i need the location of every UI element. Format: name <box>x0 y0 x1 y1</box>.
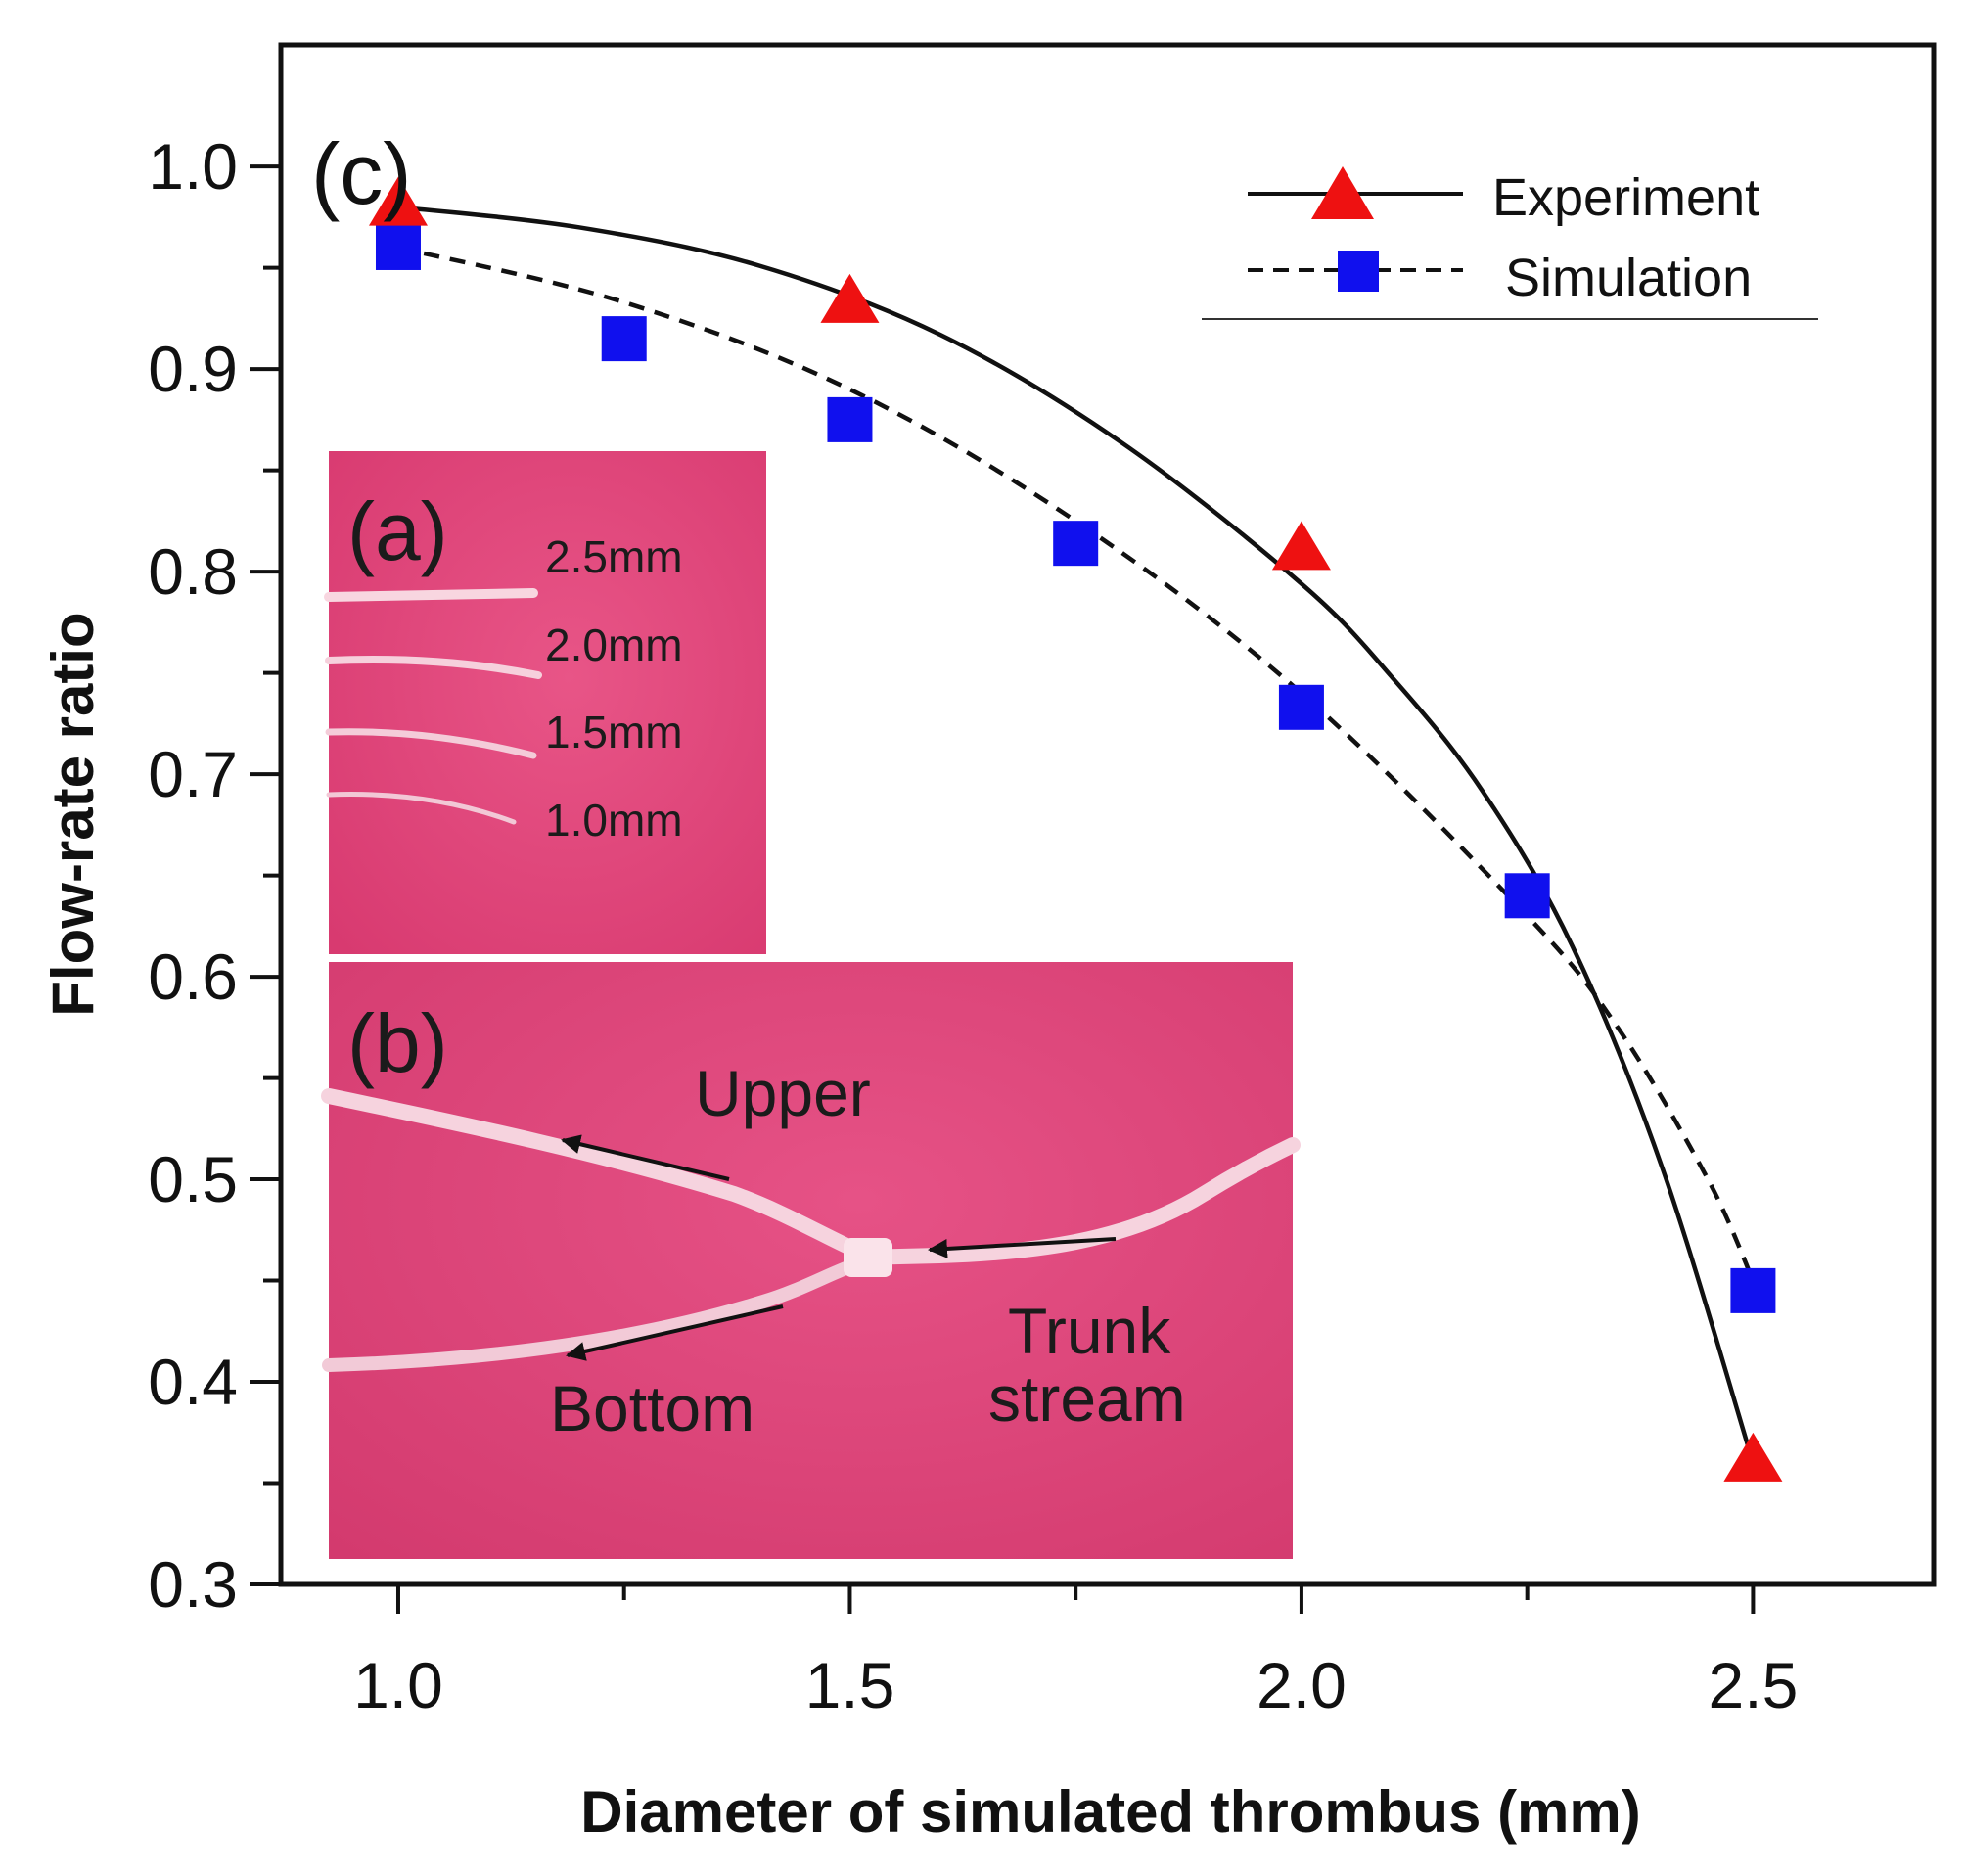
tube-2-5mm <box>324 588 538 602</box>
experiment-point <box>1271 521 1331 571</box>
legend-label-simulation: Simulation <box>1505 249 1752 307</box>
x-tick-label: 1.5 <box>805 1649 895 1721</box>
inset-b-photo: (b) Upper Bottom Trunk stream <box>321 962 1301 1559</box>
fit-curve-experiment <box>397 205 1756 1464</box>
simulation-point <box>1278 684 1324 730</box>
trunk-label-line1: Trunk <box>1008 1295 1171 1367</box>
upper-arrow <box>561 1134 730 1181</box>
axis-tick-labels: 0.3 0.4 0.5 0.6 0.7 0.8 0.9 1.0 1.0 1.5 2.0 2.5 <box>148 130 1798 1721</box>
x-tick-label: 2.5 <box>1709 1649 1799 1721</box>
bottom-arrow <box>566 1304 784 1361</box>
y-tick-label: 0.4 <box>148 1346 238 1418</box>
simulation-point <box>375 224 421 270</box>
upper-branch-tube <box>321 1088 869 1260</box>
inset-b-label: (b) <box>347 997 448 1089</box>
experiment-point <box>1723 1432 1783 1482</box>
legend-marker-simulation <box>1338 251 1379 292</box>
simulation-point <box>1053 521 1099 567</box>
y-tick-label: 0.3 <box>148 1548 238 1621</box>
simulation-point <box>827 396 873 442</box>
inset-a-photo: (a) 2.5mm 2.0mm 1.5mm 1.0mm <box>324 451 766 954</box>
tube-1-5mm <box>325 728 537 759</box>
y-tick-label: 1.0 <box>148 130 238 203</box>
trunk-label-line2: stream <box>988 1362 1186 1435</box>
tube-label-2-0mm: 2.0mm <box>545 619 683 670</box>
axis-ticks <box>250 164 1756 1614</box>
data-markers <box>368 176 1783 1482</box>
bottom-label: Bottom <box>550 1372 754 1444</box>
trunk-tube <box>853 1137 1301 1265</box>
y-tick-label: 0.9 <box>148 333 238 405</box>
tube-label-1-5mm: 1.5mm <box>545 707 683 757</box>
trunk-arrow <box>928 1237 1117 1258</box>
inset-a-background <box>329 451 766 954</box>
panel-label-c: (c) <box>311 125 412 222</box>
simulation-point <box>601 316 647 362</box>
plot-frame <box>278 42 1937 1587</box>
y-axis-title: Flow-rate ratio <box>40 612 106 1016</box>
y-tick-label: 0.7 <box>148 738 238 810</box>
tube-2-0mm <box>325 656 542 679</box>
tube-label-1-0mm: 1.0mm <box>545 795 683 846</box>
experiment-point <box>820 273 880 323</box>
inset-b-background <box>329 962 1293 1559</box>
inset-a-label: (a) <box>347 485 448 577</box>
legend-marker-experiment <box>1311 166 1374 219</box>
legend: Experiment Simulation <box>1202 166 1818 320</box>
tube-label-2-5mm: 2.5mm <box>545 531 683 582</box>
upper-label: Upper <box>695 1057 871 1129</box>
legend-label-experiment: Experiment <box>1492 168 1759 227</box>
simulation-point <box>1730 1267 1776 1313</box>
x-tick-label: 2.0 <box>1257 1649 1347 1721</box>
y-tick-label: 0.6 <box>148 940 238 1013</box>
junction-connector <box>844 1238 892 1277</box>
y-tick-label: 0.5 <box>148 1143 238 1215</box>
simulation-point <box>1504 873 1550 919</box>
fit-curves <box>397 205 1756 1464</box>
x-axis-title: Diameter of simulated thrombus (mm) <box>580 1779 1641 1845</box>
y-tick-label: 0.8 <box>148 535 238 608</box>
tube-1-0mm <box>326 792 517 825</box>
bottom-branch-tube <box>322 1256 868 1372</box>
x-tick-label: 1.0 <box>353 1649 443 1721</box>
experiment-point <box>368 176 428 226</box>
fit-curve-simulation <box>397 245 1756 1282</box>
